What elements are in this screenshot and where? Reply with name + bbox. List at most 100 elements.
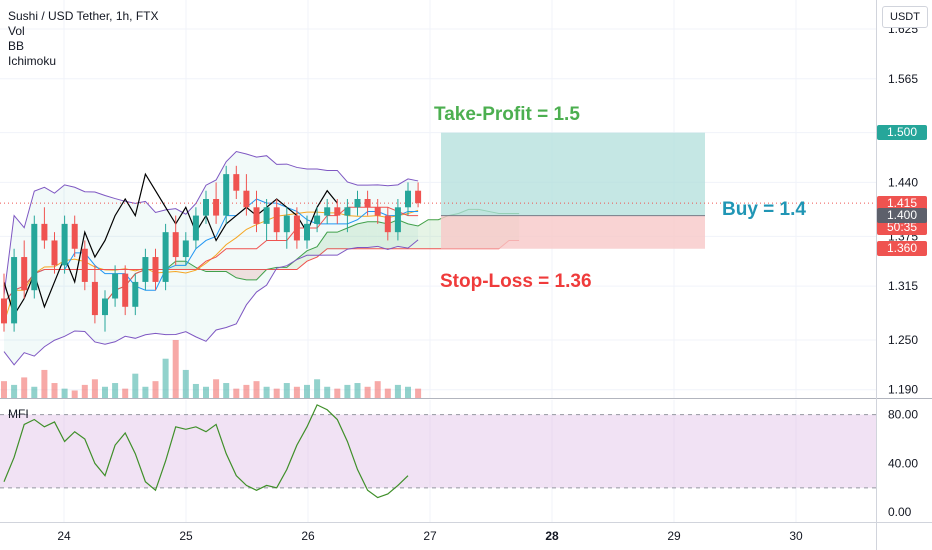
volume-bar	[102, 386, 108, 398]
take-profit-zone	[441, 132, 705, 216]
candle-body	[354, 199, 361, 208]
candle-body	[364, 199, 371, 208]
mfi-tick-label: 80.00	[888, 408, 918, 422]
candle-body	[233, 174, 240, 191]
candle-body	[203, 199, 209, 216]
candle-body	[132, 281, 139, 307]
candle-body	[213, 199, 220, 216]
volume-bar	[324, 386, 331, 398]
price-tag: 1.400	[877, 208, 927, 224]
volume-bar	[132, 373, 139, 398]
take-profit-label: Take-Profit = 1.5	[434, 104, 580, 125]
cloud-segment	[347, 223, 358, 249]
candle-body	[91, 281, 98, 316]
volume-bar	[11, 384, 18, 398]
volume-bar	[142, 386, 149, 398]
volume-bar	[182, 369, 189, 398]
cloud-segment	[246, 269, 257, 280]
candle-body	[112, 273, 119, 299]
candle-body	[182, 240, 189, 258]
candle-body	[71, 223, 78, 249]
volume-bar	[152, 381, 159, 398]
volume-bar	[51, 383, 58, 398]
candle-body	[102, 298, 108, 316]
volume-bar	[172, 340, 179, 398]
time-tick-label: 29	[667, 529, 681, 543]
volume-bar	[243, 384, 250, 398]
candle-body	[283, 215, 290, 233]
candle-body	[122, 273, 129, 307]
price-tick-label: 1.565	[888, 72, 918, 86]
price-tick-label: 1.250	[888, 333, 918, 347]
volume-bar	[122, 388, 129, 398]
volume-bar	[61, 388, 68, 398]
time-tick-label: 30	[789, 529, 803, 543]
tenkan-line	[3, 198, 419, 303]
volume-bar	[91, 379, 98, 398]
bb-lower	[3, 239, 419, 366]
candle-body	[273, 207, 280, 233]
volume-bar	[293, 386, 300, 398]
candle-body	[142, 257, 149, 282]
legend-vol[interactable]: Vol	[8, 24, 25, 38]
cloud-segment	[327, 232, 338, 249]
volume-bar	[304, 384, 310, 398]
price-tag: 1.415	[877, 195, 927, 211]
candle-body	[415, 190, 422, 204]
volume-bar	[314, 379, 321, 398]
volume-bar	[192, 383, 199, 398]
volume-bar	[233, 388, 240, 398]
candle-body	[243, 190, 250, 208]
volume-bar	[253, 381, 260, 398]
cloud-segment	[367, 221, 378, 249]
volume-bar	[213, 379, 220, 398]
price-tag: 50:35	[877, 219, 927, 235]
candle-body	[374, 207, 381, 216]
legend-ichimoku[interactable]: Ichimoku	[8, 54, 57, 68]
legend-bb[interactable]: BB	[8, 39, 25, 53]
bb-upper	[3, 150, 419, 296]
candle-body	[263, 207, 270, 224]
time-tick-label: 25	[179, 529, 193, 543]
price-tick-label: 1.440	[888, 175, 918, 189]
candle-body	[253, 207, 260, 224]
candle-body	[314, 215, 321, 224]
position-tool[interactable]	[0, 132, 876, 249]
volume-bars	[1, 340, 422, 398]
volume-bar	[354, 383, 361, 398]
volume-bar	[203, 386, 209, 398]
volume-bar	[405, 386, 411, 398]
buy-label: Buy = 1.4	[722, 199, 806, 220]
cloud-segment	[296, 250, 307, 270]
candle-body	[61, 223, 68, 266]
candle-body	[324, 207, 331, 216]
candle-body	[152, 257, 159, 282]
price-tag: 1.360	[877, 241, 927, 257]
currency-button[interactable]: USDT	[882, 6, 928, 28]
candle-body	[31, 223, 38, 291]
price-axis: 1.6251.5651.5001.4401.3751.3151.2501.190…	[888, 22, 918, 519]
mfi-label[interactable]: MFI	[8, 407, 29, 421]
price-tick-label: 1.315	[888, 279, 918, 293]
candle-body	[293, 215, 300, 241]
volume-bar	[21, 377, 28, 398]
candle-body	[51, 240, 58, 266]
candle-body	[304, 223, 310, 241]
candle-body	[11, 257, 18, 324]
candle-body	[41, 223, 48, 241]
time-tick-label: 26	[301, 529, 315, 543]
volume-bar	[394, 384, 401, 398]
cloud-segment	[216, 269, 227, 272]
volume-bar	[374, 381, 381, 398]
candle-body	[223, 174, 230, 216]
time-axis: 24 25 26 27 28 29 30	[57, 529, 803, 543]
volume-bar	[334, 388, 341, 398]
mfi-tick-label: 0.00	[888, 505, 912, 519]
candle-body	[1, 298, 7, 324]
time-tick-label: 24	[57, 529, 71, 543]
cloud-segment	[428, 219, 439, 249]
candle-body	[344, 207, 351, 216]
volume-bar	[283, 383, 290, 398]
legend-symbol[interactable]: Sushi / USD Tether, 1h, FTX	[8, 9, 159, 23]
